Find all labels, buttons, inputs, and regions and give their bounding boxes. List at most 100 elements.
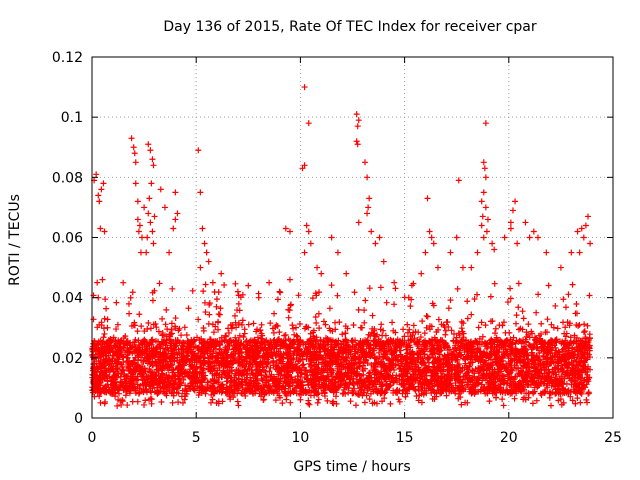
data-point <box>222 389 229 396</box>
data-point <box>181 396 188 403</box>
data-point <box>400 355 407 362</box>
data-point <box>494 341 501 348</box>
data-point <box>535 374 542 381</box>
data-point <box>178 365 185 372</box>
data-point <box>378 321 385 328</box>
data-point <box>449 356 456 363</box>
data-point <box>118 401 125 408</box>
data-point <box>160 345 167 352</box>
data-point <box>181 362 188 369</box>
data-point <box>361 365 368 372</box>
data-point <box>159 363 166 370</box>
data-point <box>245 321 252 328</box>
data-point <box>443 392 450 399</box>
data-point <box>260 367 267 374</box>
data-point <box>260 396 267 403</box>
data-point <box>581 328 588 335</box>
data-point <box>446 388 453 395</box>
data-point <box>91 345 98 352</box>
data-point <box>161 376 168 383</box>
data-point <box>520 315 527 322</box>
data-point <box>533 397 540 404</box>
data-point <box>320 387 327 394</box>
data-point <box>576 344 583 351</box>
data-point <box>533 309 540 316</box>
data-point <box>428 347 435 354</box>
data-point <box>309 295 316 302</box>
data-point <box>573 301 580 308</box>
data-point <box>316 289 323 296</box>
data-point <box>541 389 548 396</box>
data-point <box>235 367 242 374</box>
data-point <box>209 338 216 345</box>
data-point <box>494 368 501 375</box>
data-point <box>487 293 494 300</box>
data-point <box>536 332 543 339</box>
data-point <box>306 401 313 408</box>
data-point <box>462 372 469 379</box>
data-point <box>283 352 290 359</box>
data-point <box>365 331 372 338</box>
data-point <box>141 401 148 408</box>
data-point <box>561 330 568 337</box>
data-point <box>217 305 224 312</box>
data-point <box>244 374 251 381</box>
data-point <box>369 400 376 407</box>
data-point <box>202 281 209 288</box>
data-point <box>418 359 425 366</box>
data-point <box>269 325 276 332</box>
data-point <box>454 285 461 292</box>
data-point <box>566 320 573 327</box>
data-point <box>466 388 473 395</box>
data-point <box>392 362 399 369</box>
data-point <box>544 349 551 356</box>
data-point <box>507 376 514 383</box>
data-point <box>262 389 269 396</box>
data-point <box>351 344 358 351</box>
data-point <box>491 373 498 380</box>
data-point <box>340 386 347 393</box>
data-point <box>392 285 399 292</box>
data-point <box>415 351 422 358</box>
data-point <box>372 333 379 340</box>
data-point <box>119 363 126 370</box>
data-point <box>267 364 274 371</box>
data-point <box>399 372 406 379</box>
data-point <box>372 361 379 368</box>
data-point <box>536 380 543 387</box>
data-point <box>123 354 130 361</box>
data-point <box>167 355 174 362</box>
data-point <box>320 318 327 325</box>
data-point <box>344 325 351 332</box>
data-point <box>153 359 160 366</box>
data-point <box>147 325 154 332</box>
data-point <box>461 356 468 363</box>
data-point <box>360 338 367 345</box>
data-point <box>136 349 143 356</box>
data-point <box>265 388 272 395</box>
data-point <box>531 367 538 374</box>
data-point <box>579 345 586 352</box>
data-point <box>374 389 381 396</box>
data-point <box>364 339 371 346</box>
data-point <box>586 331 593 338</box>
data-point <box>519 308 526 315</box>
data-point <box>252 359 259 366</box>
data-point <box>513 390 520 397</box>
data-point <box>507 295 514 302</box>
data-point <box>117 397 124 404</box>
data-point <box>455 395 462 402</box>
data-point <box>94 324 101 331</box>
data-point <box>386 344 393 351</box>
data-point <box>169 285 176 292</box>
data-point <box>313 367 320 374</box>
data-point <box>445 359 452 366</box>
data-point <box>454 385 461 392</box>
data-point <box>315 383 322 390</box>
data-point <box>106 347 113 354</box>
data-point <box>378 370 385 377</box>
data-point <box>139 338 146 345</box>
data-point <box>314 399 321 406</box>
data-point <box>300 339 307 346</box>
data-point <box>115 354 122 361</box>
